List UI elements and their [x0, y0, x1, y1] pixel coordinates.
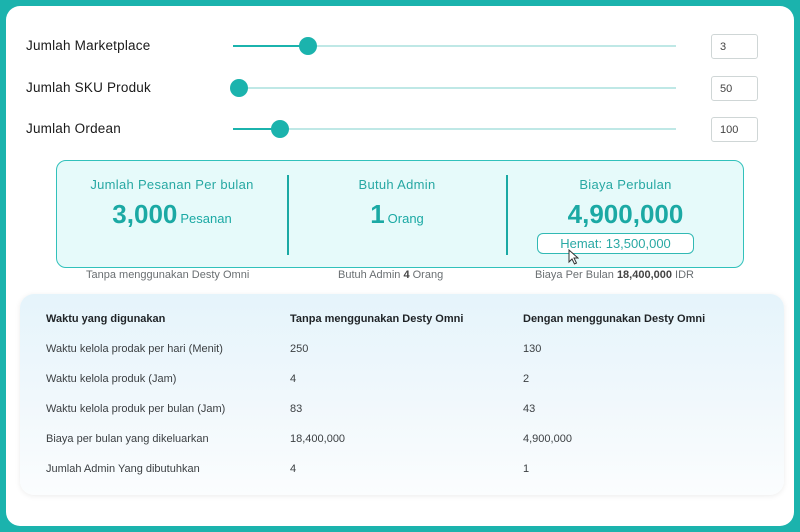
- table-cell: 4: [290, 463, 297, 475]
- table-cell: Jumlah Admin Yang dibutuhkan: [46, 463, 200, 475]
- orders-slider-fill: [233, 128, 280, 130]
- table-cell: 1: [523, 463, 530, 475]
- table-cell: 2: [523, 373, 530, 385]
- table-cell: Waktu kelola prodak per hari (Menit): [46, 343, 223, 355]
- orders-stat-line: 3,000 Pesanan: [57, 199, 287, 230]
- orders-stat: Jumlah Pesanan Per bulan 3,000 Pesanan: [57, 161, 287, 267]
- marketplace-input[interactable]: [711, 34, 758, 59]
- sku-input[interactable]: [711, 76, 758, 101]
- stats-divider: [287, 175, 289, 255]
- admin-stat-line: 1 Orang: [289, 199, 505, 230]
- sku-label: Jumlah SKU Produk: [26, 80, 151, 95]
- slider-row-orders: Jumlah Ordean: [6, 115, 794, 145]
- marketplace-slider-thumb[interactable]: [299, 37, 318, 55]
- orders-label: Jumlah Ordean: [26, 121, 121, 136]
- stats-divider: [506, 175, 508, 255]
- savings-button[interactable]: Hemat: 13,500,000: [537, 233, 694, 254]
- slider-row-sku: Jumlah SKU Produk: [6, 74, 794, 104]
- cost-note: Biaya Per Bulan 18,400,000 IDR: [535, 269, 694, 281]
- orders-stat-unit: Pesanan: [180, 211, 232, 226]
- admin-note-count: 4: [403, 269, 410, 281]
- table-cell: 18,400,000: [290, 433, 346, 445]
- cost-stat-value: 4,900,000: [567, 199, 684, 229]
- cost-stat-title: Biaya Perbulan: [579, 177, 672, 192]
- table-header-time: Waktu yang digunakan: [46, 313, 166, 325]
- sku-slider-track[interactable]: [229, 79, 676, 97]
- summary-panel: Jumlah Pesanan Per bulan 3,000 Pesanan Bu…: [56, 160, 744, 268]
- cost-stat: Biaya Perbulan 4,900,000: [508, 161, 743, 267]
- orders-stat-title: Jumlah Pesanan Per bulan: [90, 177, 254, 192]
- orders-input[interactable]: [711, 117, 758, 142]
- orders-note: Tanpa menggunakan Desty Omni: [86, 269, 250, 281]
- table-header-with: Dengan menggunakan Desty Omni: [523, 313, 706, 325]
- calculator-card: Jumlah Marketplace Jumlah SKU Produk Jum…: [6, 6, 794, 526]
- orders-stat-value: 3,000: [112, 199, 178, 229]
- table-cell: 4,900,000: [523, 433, 572, 445]
- table-cell: 83: [290, 403, 303, 415]
- admin-stat-unit: Orang: [387, 211, 424, 226]
- marketplace-slider-fill: [233, 45, 309, 47]
- cost-stat-line: 4,900,000: [508, 199, 743, 230]
- table-cell: 250: [290, 343, 309, 355]
- table-cell: 4: [290, 373, 297, 385]
- admin-stat-title: Butuh Admin: [358, 177, 436, 192]
- admin-stat: Butuh Admin 1 Orang: [289, 161, 505, 267]
- admin-note-suffix: Orang: [409, 269, 444, 281]
- orders-slider-track[interactable]: [233, 120, 676, 138]
- orders-slider-thumb[interactable]: [270, 120, 289, 138]
- marketplace-slider-track[interactable]: [233, 37, 676, 55]
- table-cell: Biaya per bulan yang dikeluarkan: [46, 433, 209, 445]
- admin-stat-value: 1: [370, 199, 385, 229]
- table-cell: Waktu kelola produk per bulan (Jam): [46, 403, 226, 415]
- comparison-table: Waktu yang digunakan Tanpa menggunakan D…: [20, 294, 784, 495]
- table-cell: 43: [523, 403, 536, 415]
- table-header-without: Tanpa menggunakan Desty Omni: [290, 313, 464, 325]
- marketplace-label: Jumlah Marketplace: [26, 38, 151, 53]
- cost-note-suffix: IDR: [672, 269, 694, 281]
- cost-note-prefix: Biaya Per Bulan: [535, 269, 617, 281]
- slider-row-marketplace: Jumlah Marketplace: [6, 32, 794, 62]
- table-cell: 130: [523, 343, 542, 355]
- sku-slider-thumb[interactable]: [229, 79, 248, 97]
- mouse-cursor-icon: [568, 249, 579, 265]
- cost-note-amount: 18,400,000: [616, 269, 672, 281]
- admin-note-prefix: Butuh Admin: [338, 269, 404, 281]
- table-cell: Waktu kelola produk (Jam): [46, 373, 177, 385]
- admin-note: Butuh Admin 4 Orang: [338, 269, 443, 281]
